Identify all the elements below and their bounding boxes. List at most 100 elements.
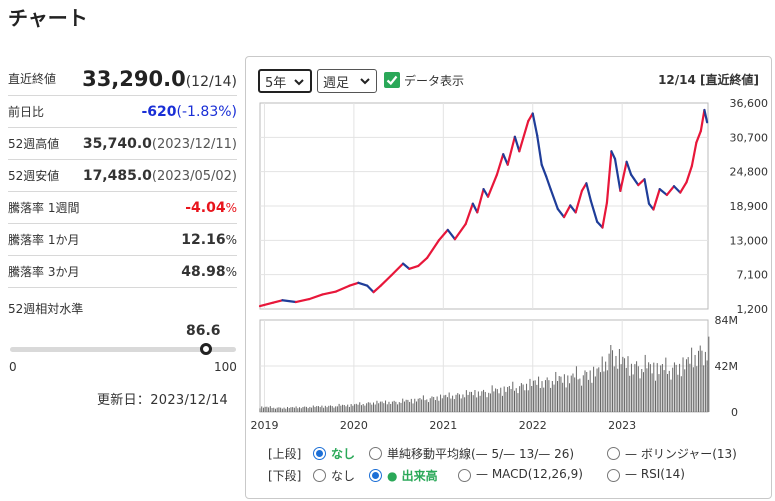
price-segment: [513, 135, 521, 153]
stat-low52-label: 52週安値: [8, 169, 60, 183]
level-label: 52週相対水準: [8, 302, 84, 316]
stat-m3-unit: %: [225, 265, 237, 279]
lower-option-volume[interactable]: ● 出来高: [387, 469, 438, 483]
lower-option-none[interactable]: なし: [331, 469, 356, 483]
stat-change-value: -620: [141, 104, 177, 120]
volume-tick-label: 0: [731, 406, 738, 419]
price-tick-label: 30,700: [730, 131, 769, 144]
price-segment: [308, 293, 324, 301]
price-segment: [453, 222, 467, 241]
chevron-down-icon: [294, 79, 304, 86]
price-segment: [629, 173, 640, 187]
stat-m1-label: 騰落率 1か月: [8, 233, 80, 247]
chart-date-header: 12/14 [直近終値]: [658, 73, 759, 87]
stat-change-label: 前日比: [8, 105, 45, 119]
data-display-label[interactable]: データ表示: [404, 74, 465, 88]
stat-w1: 騰落率 1週間 -4.04%: [8, 192, 237, 224]
price-segment: [601, 201, 609, 229]
upper-options-label: [上段]: [268, 447, 302, 461]
price-tick-label: 36,600: [730, 97, 769, 110]
lower-radio-volume[interactable]: [369, 469, 382, 482]
price-segment: [679, 181, 688, 194]
upper-option-bollinger[interactable]: — ボリンジャー(13): [625, 447, 737, 461]
price-segment: [589, 199, 599, 223]
upper-radio-bollinger[interactable]: [607, 447, 620, 460]
price-segment: [536, 134, 543, 166]
stat-m3-value: 48.98: [181, 264, 226, 280]
stat-low52-value: 17,485.0: [82, 168, 152, 184]
price-segment: [545, 175, 552, 191]
price-segment: [476, 188, 485, 214]
price-segment: [613, 157, 622, 192]
price-segment: [486, 173, 499, 198]
stat-m3: 騰落率 3か月 48.98%: [8, 256, 237, 288]
period-select[interactable]: 5年: [258, 69, 312, 93]
price-segment: [703, 108, 709, 124]
stat-close-label: 直近終値: [8, 72, 57, 86]
price-segment: [610, 150, 617, 160]
stat-w1-label: 騰落率 1週間: [8, 201, 80, 215]
price-segment: [665, 185, 676, 197]
price-segment: [531, 112, 539, 137]
price-segment: [556, 207, 566, 219]
upper-option-none[interactable]: なし: [331, 447, 356, 461]
price-tick-label: 24,800: [730, 166, 769, 179]
stat-m1: 騰落率 1か月 12.16%: [8, 224, 237, 256]
price-tick-label: 18,900: [730, 200, 769, 213]
price-segment: [658, 188, 668, 197]
stock-chart: 1,200 7,100 13,000 18,900 24,800 30,700 36,600…: [250, 97, 769, 432]
stat-close-date: (12/14): [185, 74, 237, 90]
price-segment: [549, 188, 559, 211]
upper-radio-none[interactable]: [313, 447, 326, 460]
price-segment: [685, 164, 694, 184]
volume-tick-label: 84M: [715, 314, 739, 327]
lower-radio-macd[interactable]: [458, 469, 471, 482]
price-segment: [437, 228, 449, 242]
price-segment: [348, 281, 360, 287]
price-segment: [637, 178, 646, 187]
price-segment: [540, 163, 548, 178]
level-max: 100: [214, 360, 237, 374]
interval-select-value: 週足: [323, 75, 350, 91]
level-min: 0: [9, 360, 17, 374]
lower-option-rsi[interactable]: — RSI(14): [625, 467, 685, 481]
price-segment: [379, 274, 393, 287]
upper-option-sma[interactable]: 単純移動平均線(— 5/— 13/— 26): [387, 447, 575, 461]
stat-low52: 52週安値 17,485.0(2023/05/02): [8, 160, 237, 192]
interval-select[interactable]: 週足: [317, 69, 377, 93]
price-tick-label: 1,200: [737, 303, 769, 316]
price-segment: [672, 185, 682, 194]
price-segment: [272, 299, 284, 304]
upper-radio-sma[interactable]: [369, 447, 382, 460]
lower-option-macd[interactable]: — MACD(12,26,9): [476, 467, 583, 481]
lower-options-label: [下段]: [268, 469, 302, 483]
price-segment: [619, 160, 628, 192]
price-segment: [258, 301, 275, 308]
upper-options: [上段] なし 単純移動平均線(— 5/— 13/— 26) — ボリンジャー(…: [246, 445, 773, 463]
chevron-down-icon: [360, 78, 370, 85]
lower-radio-none[interactable]: [313, 469, 326, 482]
stat-m3-label: 騰落率 3か月: [8, 265, 80, 279]
price-segment: [482, 188, 490, 198]
price-tick-label: 7,100: [737, 269, 769, 282]
stat-change-pct: (-1.83%): [176, 104, 237, 120]
volume-tick-label: 42M: [715, 360, 739, 373]
stat-close-value: 33,290.0: [82, 67, 186, 91]
lower-radio-rsi[interactable]: [607, 469, 620, 482]
stat-high52-label: 52週高値: [8, 137, 60, 151]
level-marker-icon: [199, 343, 212, 355]
price-segment: [446, 228, 457, 241]
price-segment: [464, 202, 474, 226]
stat-high52: 52週高値 35,740.0(2023/12/11): [8, 128, 237, 160]
stat-w1-unit: %: [225, 201, 237, 215]
price-segment: [690, 141, 698, 167]
price-segment: [357, 281, 369, 287]
stat-m1-value: 12.16: [181, 232, 226, 248]
data-display-checkbox[interactable]: [384, 72, 400, 88]
level-track: [10, 347, 236, 352]
price-segment: [518, 119, 530, 153]
price-segment: [643, 178, 651, 205]
price-segment: [652, 188, 661, 211]
checkmark-icon: [386, 75, 398, 86]
updated-date: 更新日：2023/12/14: [97, 393, 229, 408]
